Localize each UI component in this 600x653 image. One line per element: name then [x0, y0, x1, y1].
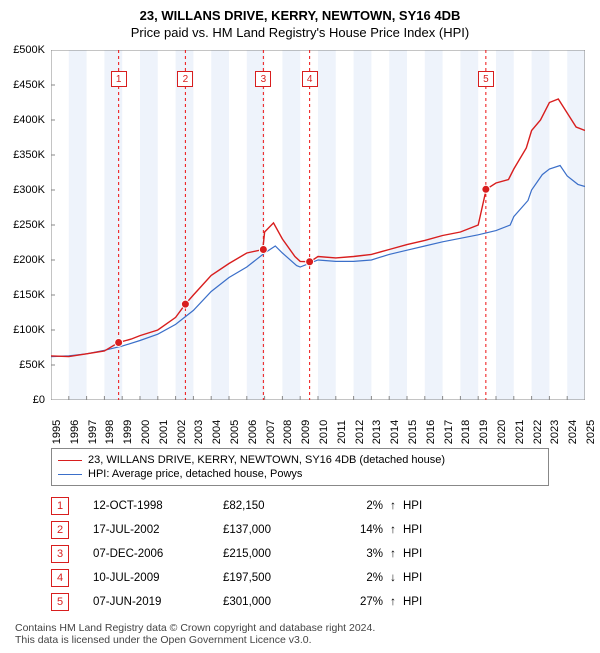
x-axis-label: 2021	[514, 420, 526, 444]
x-axis-label: 2008	[282, 420, 294, 444]
table-row: 5 07-JUN-2019£301,00027%↑HPI	[51, 590, 549, 614]
tx-number: 5	[51, 593, 69, 611]
tx-percent: 3%	[323, 548, 383, 560]
x-axis-label: 2011	[336, 420, 348, 444]
tx-date: 07-JUN-2019	[93, 596, 223, 608]
tx-number: 1	[51, 497, 69, 515]
x-axis-label: 2003	[193, 420, 205, 444]
transaction-table: 112-OCT-1998£82,1502%↑HPI217-JUL-2002£13…	[51, 494, 549, 614]
tx-price: £82,150	[223, 500, 323, 512]
x-axis-label: 2013	[371, 420, 383, 444]
y-axis-label: £500K	[13, 44, 45, 56]
legend-label: 23, WILLANS DRIVE, KERRY, NEWTOWN, SY16 …	[88, 454, 445, 466]
legend-label: HPI: Average price, detached house, Powy…	[88, 468, 302, 480]
y-axis-label: £450K	[13, 79, 45, 91]
legend: 23, WILLANS DRIVE, KERRY, NEWTOWN, SY16 …	[51, 448, 549, 486]
transaction-marker: 2	[177, 71, 193, 87]
tx-date: 17-JUL-2002	[93, 524, 223, 536]
legend-item: 23, WILLANS DRIVE, KERRY, NEWTOWN, SY16 …	[58, 453, 542, 467]
page-title: 23, WILLANS DRIVE, KERRY, NEWTOWN, SY16 …	[5, 8, 595, 23]
tx-date: 07-DEC-2006	[93, 548, 223, 560]
x-axis-label: 2020	[496, 420, 508, 444]
x-axis-label: 2012	[354, 420, 366, 444]
y-axis-label: £100K	[13, 324, 45, 336]
tx-hpi-label: HPI	[403, 572, 433, 584]
tx-number: 2	[51, 521, 69, 539]
table-row: 1 12-OCT-1998£82,1502%↑HPI	[51, 494, 549, 518]
x-axis-label: 2006	[247, 420, 259, 444]
x-axis-label: 2010	[318, 420, 330, 444]
tx-hpi-label: HPI	[403, 524, 433, 536]
x-axis-label: 2004	[211, 420, 223, 444]
tx-date: 10-JUL-2009	[93, 572, 223, 584]
x-axis-label: 2016	[425, 420, 437, 444]
tx-percent: 27%	[323, 596, 383, 608]
x-axis-label: 1995	[51, 420, 63, 444]
footer-line: Contains HM Land Registry data © Crown c…	[15, 622, 585, 634]
tx-price: £197,500	[223, 572, 323, 584]
tx-number: 4	[51, 569, 69, 587]
transaction-marker: 5	[478, 71, 494, 87]
x-axis-label: 1996	[69, 420, 81, 444]
arrow-up-icon: ↑	[383, 548, 403, 560]
legend-swatch	[58, 460, 82, 461]
subtitle: Price paid vs. HM Land Registry's House …	[5, 25, 595, 40]
transaction-marker: 3	[255, 71, 271, 87]
x-axis-labels: 1995 1996 1997 1998 1999 2000 2001 2002 2003 2004…	[51, 402, 585, 442]
footer-line: This data is licensed under the Open Gov…	[15, 634, 585, 646]
y-axis-label: £300K	[13, 184, 45, 196]
tx-price: £215,000	[223, 548, 323, 560]
x-axis-label: 2005	[229, 420, 241, 444]
tx-date: 12-OCT-1998	[93, 500, 223, 512]
x-axis-label: 2024	[567, 420, 579, 444]
x-axis-label: 1999	[122, 420, 134, 444]
chart-svg	[51, 50, 585, 400]
x-axis-label: 2007	[265, 420, 277, 444]
y-axis-label: £150K	[13, 289, 45, 301]
tx-hpi-label: HPI	[403, 548, 433, 560]
arrow-up-icon: ↑	[383, 524, 403, 536]
tx-price: £301,000	[223, 596, 323, 608]
table-row: 3 07-DEC-2006£215,0003%↑HPI	[51, 542, 549, 566]
y-axis-label: £200K	[13, 254, 45, 266]
arrow-up-icon: ↑	[383, 596, 403, 608]
x-axis-label: 2009	[300, 420, 312, 444]
price-chart: £0£50K£100K£150K£200K£250K£300K£350K£400…	[51, 50, 585, 400]
x-axis-label: 2014	[389, 420, 401, 444]
tx-percent: 2%	[323, 500, 383, 512]
x-axis-label: 2019	[478, 420, 490, 444]
x-axis-label: 1998	[104, 420, 116, 444]
legend-item: HPI: Average price, detached house, Powy…	[58, 467, 542, 481]
y-axis-label: £400K	[13, 114, 45, 126]
tx-percent: 14%	[323, 524, 383, 536]
x-axis-label: 2001	[158, 420, 170, 444]
x-axis-label: 2017	[443, 420, 455, 444]
x-axis-label: 1997	[87, 420, 99, 444]
x-axis-label: 2002	[176, 420, 188, 444]
transaction-marker: 1	[111, 71, 127, 87]
x-axis-label: 2023	[549, 420, 561, 444]
x-axis-label: 2022	[532, 420, 544, 444]
table-row: 2 17-JUL-2002£137,00014%↑HPI	[51, 518, 549, 542]
footer: Contains HM Land Registry data © Crown c…	[15, 622, 585, 646]
tx-price: £137,000	[223, 524, 323, 536]
tx-hpi-label: HPI	[403, 500, 433, 512]
x-axis-label: 2018	[460, 420, 472, 444]
tx-hpi-label: HPI	[403, 596, 433, 608]
legend-swatch	[58, 474, 82, 475]
x-axis-label: 2000	[140, 420, 152, 444]
x-axis-label: 2015	[407, 420, 419, 444]
arrow-up-icon: ↑	[383, 500, 403, 512]
y-axis-label: £50K	[19, 359, 45, 371]
y-axis-label: £250K	[13, 219, 45, 231]
transaction-marker: 4	[302, 71, 318, 87]
y-axis-label: £350K	[13, 149, 45, 161]
x-axis-label: 2025	[585, 420, 597, 444]
tx-percent: 2%	[323, 572, 383, 584]
table-row: 4 10-JUL-2009£197,5002%↓HPI	[51, 566, 549, 590]
y-axis-label: £0	[33, 394, 45, 406]
arrow-down-icon: ↓	[383, 572, 403, 584]
tx-number: 3	[51, 545, 69, 563]
